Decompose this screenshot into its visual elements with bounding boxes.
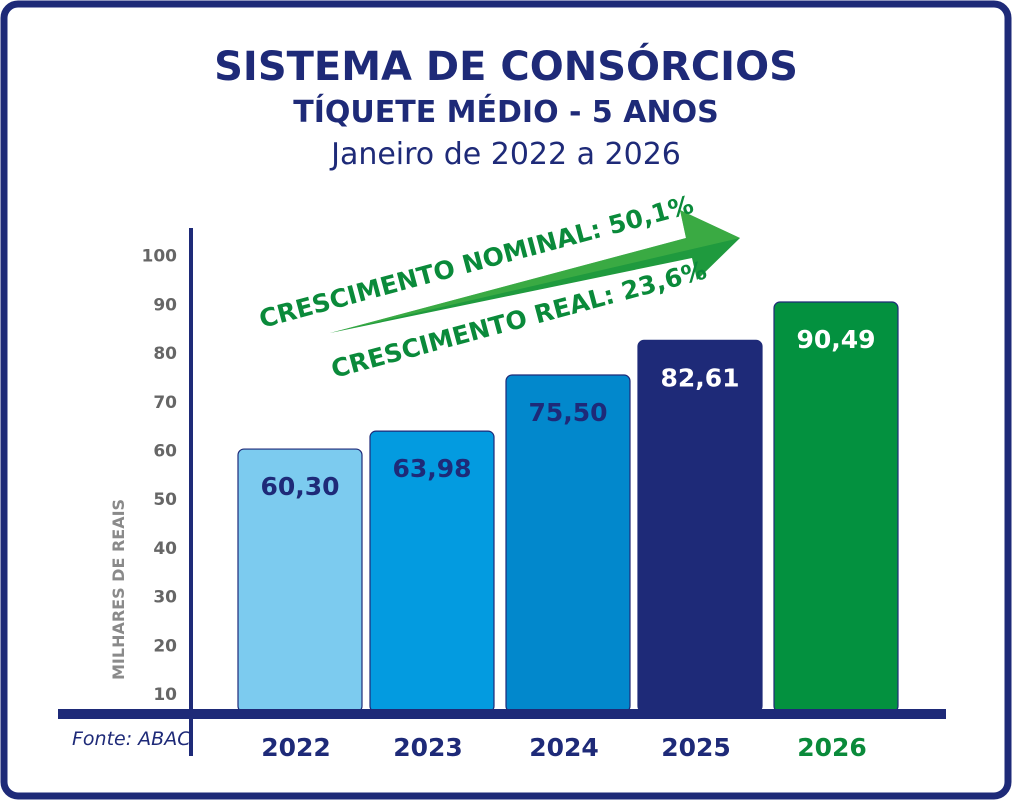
bar-value-label: 82,61 [660, 363, 739, 392]
y-tick-label: 40 [153, 539, 177, 559]
bar-value-label: 63,98 [392, 454, 471, 483]
x-tick-label: 2023 [393, 733, 463, 762]
bar-2025 [637, 339, 763, 713]
y-tick-label: 60 [153, 442, 177, 462]
y-tick-label: 10 [153, 685, 177, 705]
x-axis-line [58, 709, 946, 719]
y-tick-label: 20 [153, 636, 177, 656]
chart-title: SISTEMA DE CONSÓRCIOS [214, 42, 798, 90]
x-tick-label: 2026 [797, 733, 867, 762]
y-axis-label: MILHARES DE REAIS [109, 499, 128, 680]
y-tick-label: 80 [153, 344, 177, 364]
chart-subtitle: TÍQUETE MÉDIO - 5 ANOS [293, 94, 718, 130]
y-axis-line [189, 228, 193, 756]
y-tick-label: 90 [153, 295, 177, 315]
bar-value-label: 75,50 [528, 398, 607, 427]
source-note: Fonte: ABAC [72, 728, 191, 750]
bar-value-label: 60,30 [260, 472, 339, 501]
bar-2026 [773, 301, 899, 713]
bar-value-label: 90,49 [796, 325, 875, 354]
x-tick-label: 2025 [661, 733, 731, 762]
y-tick-label: 100 [142, 247, 178, 267]
y-tick-label: 30 [153, 588, 177, 608]
chart-period: Janeiro de 2022 a 2026 [329, 137, 681, 172]
x-tick-label: 2022 [261, 733, 331, 762]
x-tick-label: 2024 [529, 733, 599, 762]
y-tick-label: 70 [153, 393, 177, 413]
y-tick-label: 50 [153, 490, 177, 510]
growth-arrow-highlight [330, 210, 740, 333]
